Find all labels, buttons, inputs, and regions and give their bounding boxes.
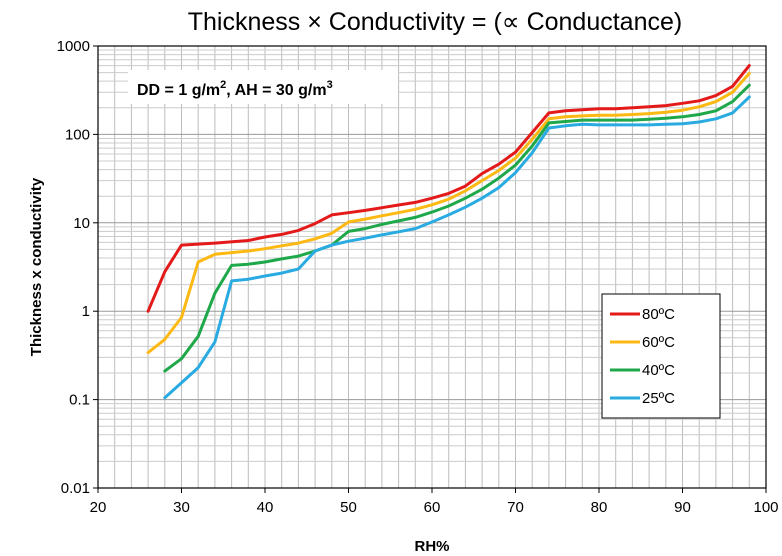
legend-label: 80ºC xyxy=(642,306,675,323)
series-line-0 xyxy=(146,64,751,313)
y-tick-label: 100 xyxy=(65,126,90,143)
annotation-sup2: 3 xyxy=(327,79,333,91)
legend: 80ºC 60ºC 40ºC 25ºC xyxy=(601,293,721,419)
annotation-part2: , AH = 30 g/m xyxy=(226,82,326,99)
series-line-1 xyxy=(146,71,751,355)
x-tick-label: 60 xyxy=(424,499,441,516)
annotation-text: DD = 1 g/m2, AH = 30 g/m3 xyxy=(137,79,333,99)
x-tick-label: 90 xyxy=(674,499,691,516)
x-tick-label: 80 xyxy=(591,499,608,516)
annotation-sup1: 2 xyxy=(220,79,226,91)
y-tick-label: 0.1 xyxy=(69,392,90,409)
x-tick-label: 40 xyxy=(257,499,274,516)
x-tick-label: 20 xyxy=(90,499,107,516)
x-tick-label: 30 xyxy=(173,499,190,516)
series-line-2 xyxy=(163,83,751,373)
y-tick-label: 1 xyxy=(82,303,90,320)
legend-label: 40ºC xyxy=(642,362,675,379)
x-tick-label: 50 xyxy=(340,499,357,516)
y-axis-label: Thickness x conductivity xyxy=(28,177,45,356)
axis-ticks: 20 30 40 50 60 70 80 90 100 0.01 0.1 1 10 100 1000 xyxy=(57,38,779,516)
y-tick-label: 0.01 xyxy=(61,480,90,497)
x-tick-label: 70 xyxy=(507,499,524,516)
annotation-part1: DD = 1 g/m xyxy=(137,82,220,99)
series-line-3 xyxy=(163,95,751,400)
annotation-box: DD = 1 g/m2, AH = 30 g/m3 xyxy=(128,70,398,104)
y-tick-label: 10 xyxy=(73,215,90,232)
legend-label: 25ºC xyxy=(642,390,675,407)
x-axis-label: RH% xyxy=(414,538,449,555)
series-lines xyxy=(146,64,751,400)
legend-label: 60ºC xyxy=(642,334,675,351)
chart-title: Thickness × Conductivity = (∝ Conductanc… xyxy=(188,8,682,36)
x-tick-label: 100 xyxy=(753,499,778,516)
y-tick-label: 1000 xyxy=(57,38,90,55)
